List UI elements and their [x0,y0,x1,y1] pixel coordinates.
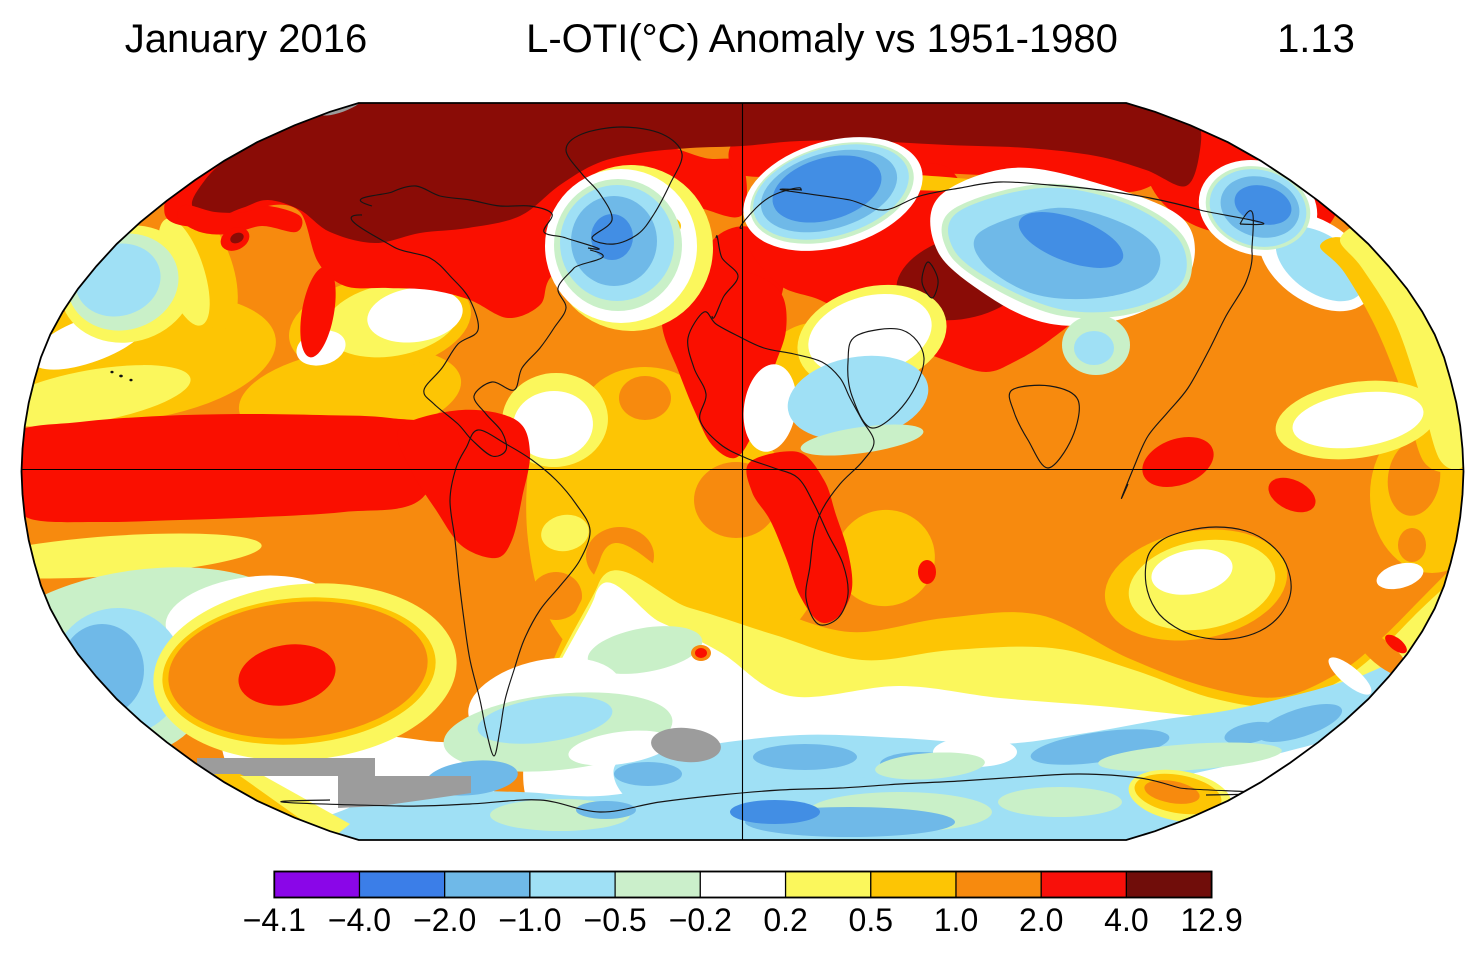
svg-text:−4.1: −4.1 [243,902,306,938]
svg-text:−0.5: −0.5 [584,902,647,938]
svg-text:−4.0: −4.0 [328,902,391,938]
svg-text:−0.2: −0.2 [669,902,732,938]
svg-text:2.0: 2.0 [1019,902,1063,938]
svg-text:1.13: 1.13 [1277,17,1355,61]
svg-text:4.0: 4.0 [1104,902,1148,938]
svg-text:L-OTI(°C) Anomaly vs 1951-1980: L-OTI(°C) Anomaly vs 1951-1980 [526,17,1118,61]
svg-text:1.0: 1.0 [934,902,978,938]
svg-text:−1.0: −1.0 [498,902,561,938]
svg-text:0.5: 0.5 [849,902,893,938]
svg-text:January 2016: January 2016 [125,17,367,61]
svg-text:−2.0: −2.0 [413,902,476,938]
svg-text:0.2: 0.2 [763,902,807,938]
svg-text:12.9: 12.9 [1180,902,1242,938]
